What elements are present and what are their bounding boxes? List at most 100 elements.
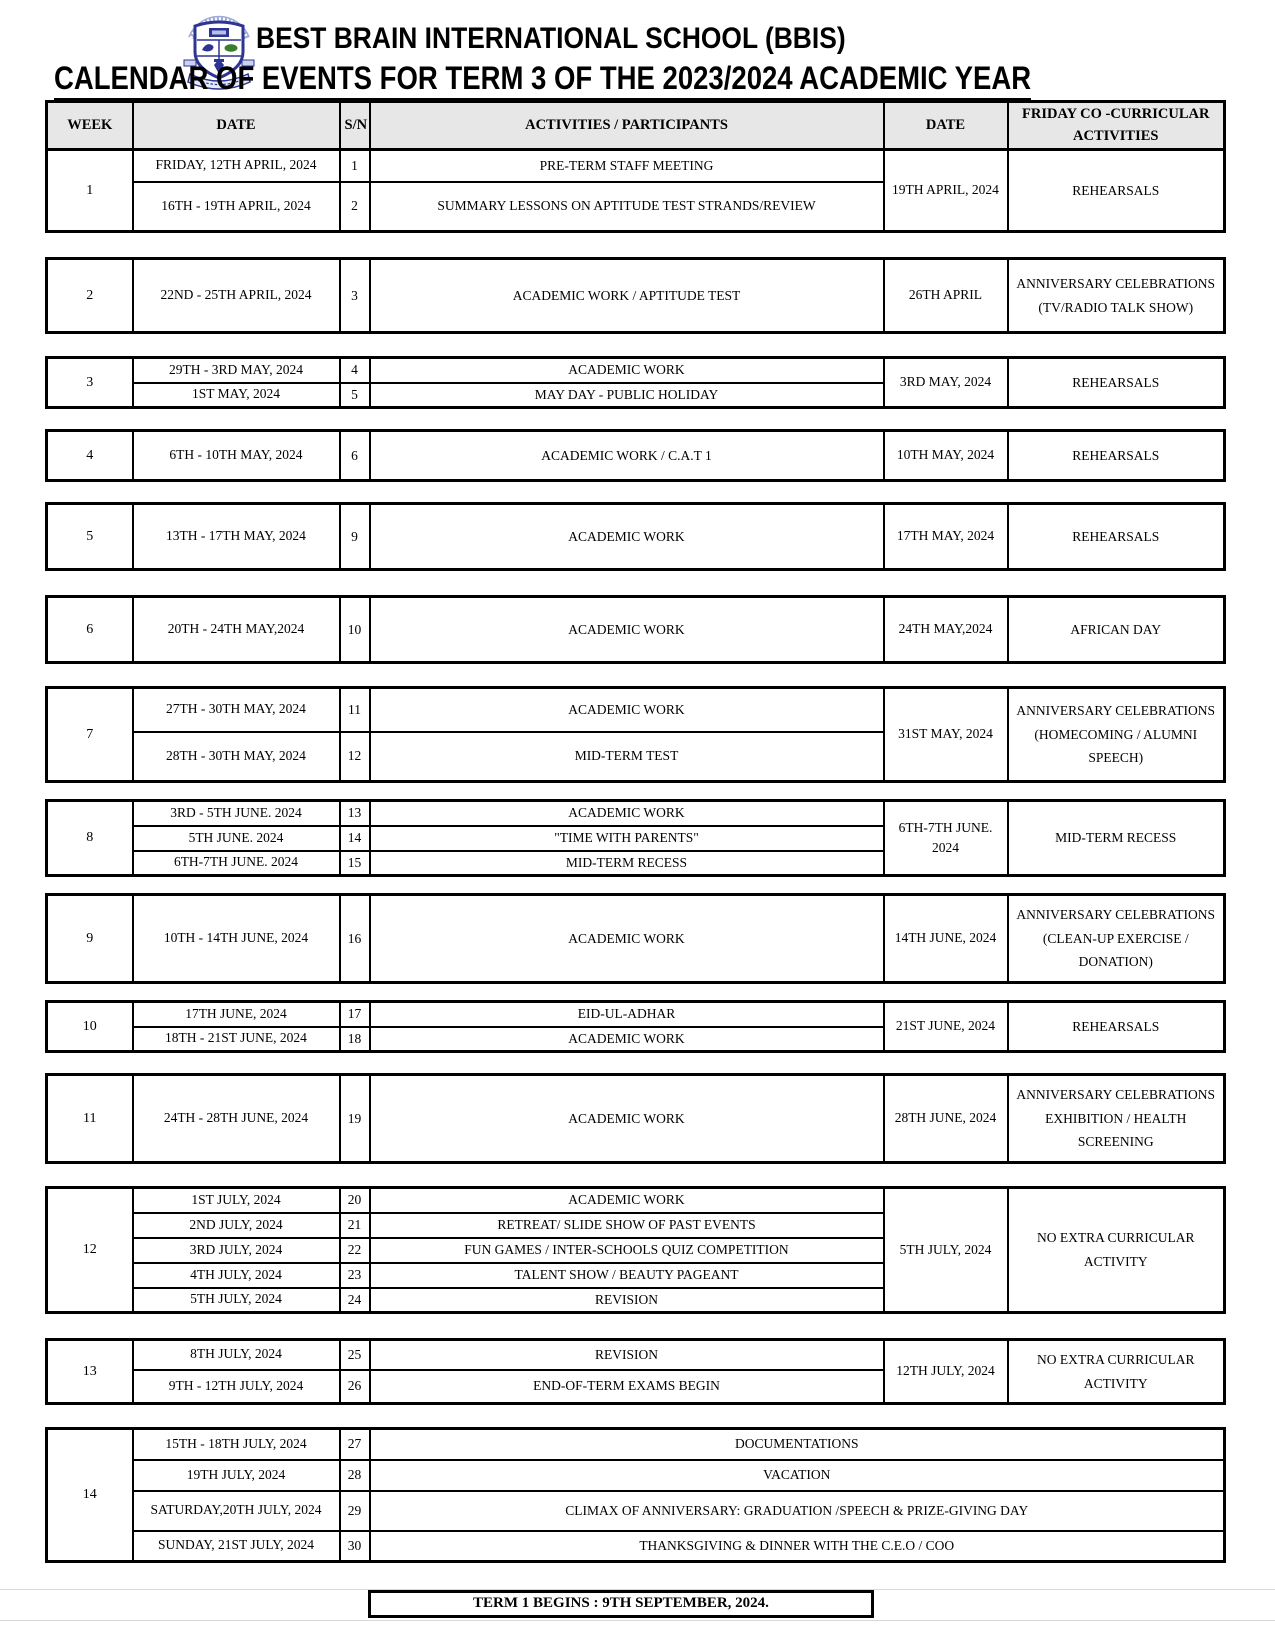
date-cell: 6TH-7TH JUNE. 2024 — [131, 849, 341, 877]
serial-number-cell: 15 — [338, 849, 371, 877]
friday-date-cell: 28TH JUNE, 2024 — [882, 1073, 1009, 1164]
week-3-block: 3 29TH - 3RD MAY, 2024 4 ACADEMIC WORK 3RD M… — [45, 356, 1226, 409]
serial-number-cell: 10 — [338, 595, 371, 664]
friday-date-cell: 12TH JULY, 2024 — [882, 1338, 1009, 1405]
activity-cell: VACATION — [368, 1458, 1226, 1492]
school-name: BEST BRAIN INTERNATIONAL SCHOOL (BBIS) — [256, 22, 846, 55]
calendar-row: 19TH JULY, 2024 28 VACATION — [47, 1458, 1226, 1492]
calendar-row: SUNDAY, 21ST JULY, 2024 30 THANKSGIVING & … — [47, 1529, 1226, 1563]
week-number-cell: 10 — [45, 1000, 134, 1053]
week-number-cell: 4 — [45, 429, 134, 482]
calendar-row: 6 20TH - 24TH MAY,2024 10 ACADEMIC WORK 24TH… — [45, 595, 1226, 664]
serial-number-cell: 24 — [338, 1286, 371, 1314]
calendar-row: 1 FRIDAY, 12TH APRIL, 2024 1 PRE-TERM STAFF… — [45, 148, 1226, 233]
term-begins-note: TERM 1 BEGINS : 9TH SEPTEMBER, 2024. — [368, 1590, 874, 1618]
date-cell: 28TH - 30TH MAY, 2024 — [131, 730, 341, 783]
calendar-row: 2ND JULY, 2024 21 RETREAT/ SLIDE SHOW OF P… — [47, 1211, 1225, 1239]
school-logo-crest-icon — [183, 15, 255, 90]
week-10-block: 10 17TH JUNE, 2024 17 EID-UL-ADHAR 21ST JUNE… — [45, 1000, 1226, 1053]
crest-ribbon — [187, 72, 251, 90]
date-cell: 16TH - 19TH APRIL, 2024 — [131, 180, 341, 233]
date-cell: 18TH - 21ST JUNE, 2024 — [131, 1025, 341, 1053]
activity-cell: ACADEMIC WORK — [368, 595, 885, 664]
serial-number-cell: 4 — [338, 356, 371, 384]
calendar-row: 2 22ND - 25TH APRIL, 2024 3 ACADEMIC WORK /… — [45, 257, 1226, 334]
friday-activity-cell: AFRICAN DAY — [1006, 595, 1226, 664]
date-cell: 8TH JULY, 2024 — [131, 1338, 341, 1371]
friday-date-cell: 24TH MAY,2024 — [882, 595, 1009, 664]
serial-number-cell: 23 — [338, 1261, 371, 1289]
calendar-row: 28TH - 30TH MAY, 2024 12 MID-TERM TEST — [47, 730, 1225, 783]
date-cell: 17TH JUNE, 2024 — [131, 1000, 341, 1028]
activity-cell: RETREAT/ SLIDE SHOW OF PAST EVENTS — [368, 1211, 885, 1239]
activity-cell: EID-UL-ADHAR — [368, 1000, 885, 1028]
activity-cell: REVISION — [368, 1286, 885, 1314]
page-title: CALENDAR OF EVENTS FOR TERM 3 OF THE 202… — [54, 60, 1032, 102]
friday-date-cell: 5TH JULY, 2024 — [882, 1186, 1009, 1314]
date-cell: 22ND - 25TH APRIL, 2024 — [131, 257, 341, 334]
activity-cell: ACADEMIC WORK — [368, 1073, 885, 1164]
calendar-row: 8 3RD - 5TH JUNE. 2024 13 ACADEMIC WORK 6TH-… — [45, 799, 1226, 877]
serial-number-cell: 18 — [338, 1025, 371, 1053]
friday-activity-cell: NO EXTRA CURRICULAR ACTIVITY — [1006, 1338, 1226, 1405]
week-number-cell: 3 — [45, 356, 134, 409]
friday-date-cell: 3RD MAY, 2024 — [882, 356, 1009, 409]
friday-activity-cell: REHEARSALS — [1006, 502, 1226, 571]
col-header-date2: DATE — [882, 100, 1009, 151]
serial-number-cell: 3 — [338, 257, 371, 334]
week-11-block: 11 24TH - 28TH JUNE, 2024 19 ACADEMIC WORK 2… — [45, 1073, 1226, 1164]
calendar-row: 6TH-7TH JUNE. 2024 15 MID-TERM RECESS — [47, 849, 1225, 877]
serial-number-cell: 25 — [338, 1338, 371, 1371]
date-cell: 5TH JULY, 2024 — [131, 1286, 341, 1314]
activity-cell: REVISION — [368, 1338, 885, 1371]
friday-date-cell: 21ST JUNE, 2024 — [882, 1000, 1009, 1053]
serial-number-cell: 27 — [338, 1427, 371, 1461]
week-8-block: 8 3RD - 5TH JUNE. 2024 13 ACADEMIC WORK 6TH-… — [45, 799, 1226, 877]
week-number-cell: 13 — [45, 1338, 134, 1405]
date-cell: 3RD JULY, 2024 — [131, 1236, 341, 1264]
serial-number-cell: 20 — [338, 1186, 371, 1214]
serial-number-cell: 2 — [338, 180, 371, 233]
date-cell: 2ND JULY, 2024 — [131, 1211, 341, 1239]
friday-activity-cell: ANNIVERSARY CELEBRATIONS (HOMECOMING / A… — [1006, 686, 1226, 783]
week-7-block: 7 27TH - 30TH MAY, 2024 11 ACADEMIC WORK 31S… — [45, 686, 1226, 783]
date-cell: 20TH - 24TH MAY,2024 — [131, 595, 341, 664]
calendar-row: 5TH JULY, 2024 24 REVISION — [47, 1286, 1225, 1314]
crest-book — [224, 44, 238, 52]
calendar-row: 13 8TH JULY, 2024 25 REVISION 12TH JULY, 202… — [45, 1338, 1226, 1405]
activity-cell: FUN GAMES / INTER-SCHOOLS QUIZ COMPETITI… — [368, 1236, 885, 1264]
friday-activity-cell: ANNIVERSARY CELEBRATIONS (CLEAN-UP EXERC… — [1006, 893, 1226, 984]
friday-activity-cell: MID-TERM RECESS — [1006, 799, 1226, 877]
serial-number-cell: 6 — [338, 429, 371, 482]
week-number-cell: 12 — [45, 1186, 134, 1314]
calendar-row: 16TH - 19TH APRIL, 2024 2 SUMMARY LESSONS … — [47, 180, 1225, 233]
activity-cell: END-OF-TERM EXAMS BEGIN — [368, 1368, 885, 1405]
calendar-row: 5TH JUNE. 2024 14 "TIME WITH PARENTS" — [47, 824, 1225, 852]
calendar-row: SATURDAY,20TH JULY, 2024 29 CLIMAX OF ANNI… — [47, 1489, 1226, 1532]
crest-dove — [202, 44, 214, 52]
activity-cell: ACADEMIC WORK / APTITUDE TEST — [368, 257, 885, 334]
friday-activity-cell: REHEARSALS — [1006, 429, 1226, 482]
week-number-cell: 7 — [45, 686, 134, 783]
date-cell: 4TH JULY, 2024 — [131, 1261, 341, 1289]
week-number-cell: 8 — [45, 799, 134, 877]
date-cell: SUNDAY, 21ST JULY, 2024 — [131, 1529, 341, 1563]
date-cell: 19TH JULY, 2024 — [131, 1458, 341, 1492]
activity-cell: MID-TERM TEST — [368, 730, 885, 783]
week-number-cell: 5 — [45, 502, 134, 571]
activity-cell: CLIMAX OF ANNIVERSARY: GRADUATION /SPEEC… — [368, 1489, 1226, 1532]
week-13-block: 13 8TH JULY, 2024 25 REVISION 12TH JULY, 202… — [45, 1338, 1226, 1405]
date-cell: 15TH - 18TH JULY, 2024 — [131, 1427, 341, 1461]
week-number-cell: 11 — [45, 1073, 134, 1164]
activity-cell: MID-TERM RECESS — [368, 849, 885, 877]
serial-number-cell: 22 — [338, 1236, 371, 1264]
activity-cell: ACADEMIC WORK — [368, 893, 885, 984]
serial-number-cell: 9 — [338, 502, 371, 571]
calendar-row: 11 24TH - 28TH JUNE, 2024 19 ACADEMIC WORK 2… — [45, 1073, 1226, 1164]
week-12-block: 12 1ST JULY, 2024 20 ACADEMIC WORK 5TH JULY,… — [45, 1186, 1226, 1314]
activity-cell: DOCUMENTATIONS — [368, 1427, 1226, 1461]
calendar-row: 10 17TH JUNE, 2024 17 EID-UL-ADHAR 21ST JUNE… — [45, 1000, 1226, 1053]
friday-date-cell: 14TH JUNE, 2024 — [882, 893, 1009, 984]
week-number-cell: 2 — [45, 257, 134, 334]
